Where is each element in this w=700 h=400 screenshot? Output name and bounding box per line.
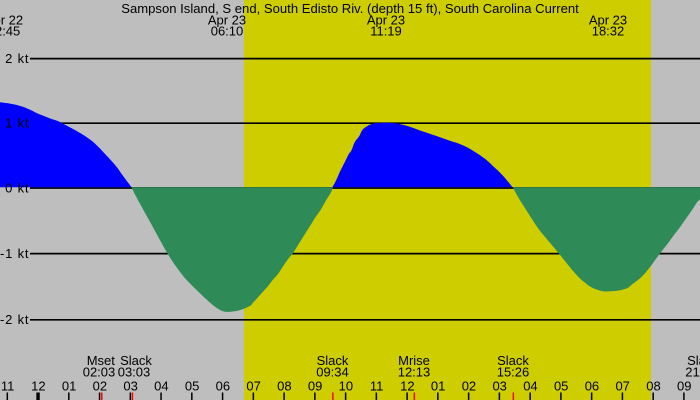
svg-text:Apr 23: Apr 23 xyxy=(589,13,627,28)
svg-text:Sampson Island, S end, South E: Sampson Island, S end, South Edisto Riv.… xyxy=(121,1,579,16)
svg-text:Apr 23: Apr 23 xyxy=(208,13,246,28)
svg-text:Apr 22: Apr 22 xyxy=(0,13,23,28)
svg-text:22:45: 22:45 xyxy=(0,24,20,39)
svg-text:Mrise: Mrise xyxy=(398,353,430,368)
svg-text:1 kt: 1 kt xyxy=(5,116,29,131)
svg-text:05: 05 xyxy=(554,379,568,394)
svg-text:Slack: Slack xyxy=(317,353,349,368)
svg-text:04: 04 xyxy=(523,379,537,394)
svg-text:02:03: 02:03 xyxy=(83,365,116,380)
svg-text:09: 09 xyxy=(308,379,322,394)
svg-text:18:32: 18:32 xyxy=(592,24,625,39)
svg-text:07: 07 xyxy=(615,379,629,394)
svg-text:07: 07 xyxy=(246,379,260,394)
svg-text:0 kt: 0 kt xyxy=(5,180,29,195)
svg-text:21:36: 21:36 xyxy=(685,365,700,380)
svg-text:12: 12 xyxy=(31,379,45,394)
svg-text:Mset: Mset xyxy=(87,353,116,368)
svg-text:11:19: 11:19 xyxy=(370,24,402,39)
svg-text:06: 06 xyxy=(216,379,230,394)
svg-text:Apr 23: Apr 23 xyxy=(367,13,405,28)
svg-text:-1 kt: -1 kt xyxy=(0,246,29,261)
svg-text:11: 11 xyxy=(370,379,384,394)
svg-text:03:03: 03:03 xyxy=(118,365,151,380)
svg-text:08: 08 xyxy=(646,379,660,394)
svg-text:09: 09 xyxy=(677,379,691,394)
svg-text:04: 04 xyxy=(154,379,168,394)
svg-text:Slack: Slack xyxy=(497,353,529,368)
svg-text:12: 12 xyxy=(400,379,414,394)
svg-text:06:10: 06:10 xyxy=(211,24,244,39)
svg-text:08: 08 xyxy=(277,379,291,394)
svg-text:10: 10 xyxy=(339,379,353,394)
svg-text:15:26: 15:26 xyxy=(497,365,530,380)
svg-text:09:34: 09:34 xyxy=(316,365,349,380)
svg-text:Slack: Slack xyxy=(687,353,700,368)
svg-text:-2 kt: -2 kt xyxy=(0,312,29,327)
svg-text:01: 01 xyxy=(431,379,445,394)
svg-text:05: 05 xyxy=(185,379,199,394)
svg-text:12:13: 12:13 xyxy=(398,365,431,380)
svg-text:06: 06 xyxy=(585,379,599,394)
svg-text:Slack: Slack xyxy=(120,353,152,368)
svg-text:03: 03 xyxy=(492,379,506,394)
svg-text:02: 02 xyxy=(93,379,107,394)
svg-text:11: 11 xyxy=(1,379,15,394)
svg-text:02: 02 xyxy=(462,379,476,394)
svg-text:03: 03 xyxy=(123,379,137,394)
svg-text:01: 01 xyxy=(62,379,76,394)
svg-text:2 kt: 2 kt xyxy=(5,51,29,66)
